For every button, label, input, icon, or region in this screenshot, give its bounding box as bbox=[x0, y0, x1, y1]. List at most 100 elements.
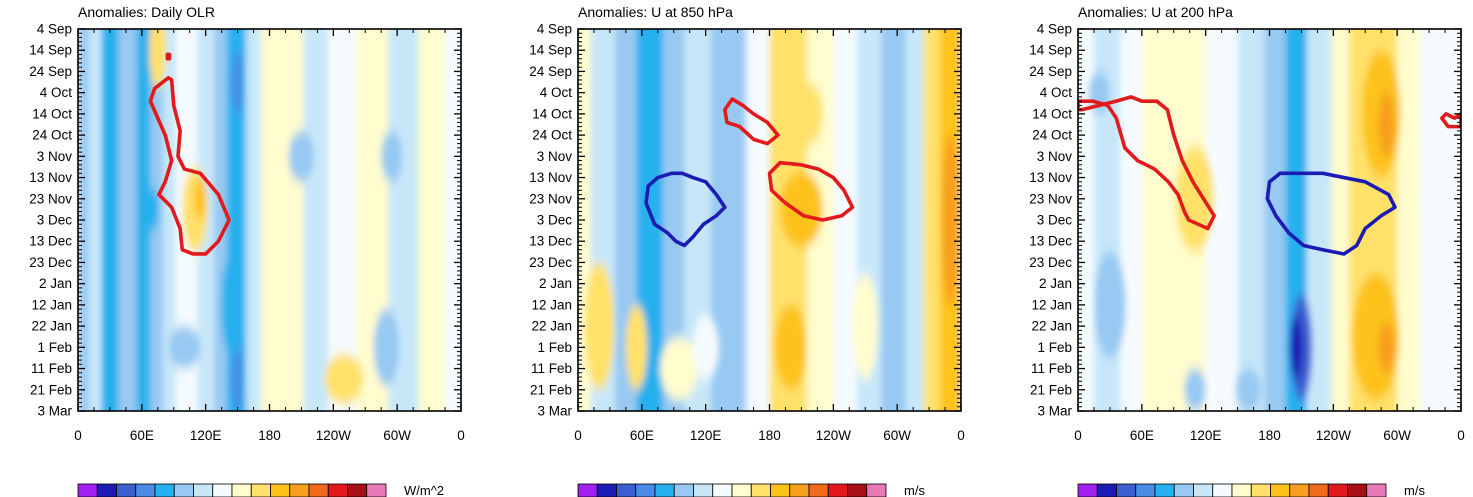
colorbar-swatch bbox=[635, 483, 656, 497]
y-tick-label: 3 Dec bbox=[1037, 213, 1073, 228]
colorbar: -6-4-20246m/s bbox=[1077, 483, 1425, 497]
y-tick-label: 3 Dec bbox=[37, 213, 73, 228]
y-tick-label: 13 Nov bbox=[529, 170, 572, 185]
y-tick-label: 22 Jan bbox=[531, 319, 572, 334]
y-tick-label: 22 Jan bbox=[31, 319, 72, 334]
colorbar-swatch bbox=[308, 483, 329, 497]
y-tick-label: 4 Oct bbox=[540, 85, 573, 100]
colorbar-swatch bbox=[327, 483, 348, 497]
field-blob bbox=[168, 326, 201, 369]
y-tick-label: 11 Feb bbox=[31, 361, 72, 376]
plot-area bbox=[578, 29, 961, 411]
field-band bbox=[260, 29, 281, 411]
y-tick-label: 3 Nov bbox=[37, 149, 73, 164]
y-tick-label: 13 Dec bbox=[1029, 234, 1072, 249]
y-tick-label: 14 Sep bbox=[529, 43, 572, 58]
colorbar-swatch bbox=[808, 483, 829, 497]
y-tick-label: 1 Feb bbox=[37, 340, 72, 355]
contour-layer bbox=[150, 54, 229, 253]
x-tick-label: 180 bbox=[758, 428, 781, 443]
colorbar-swatch bbox=[827, 483, 848, 497]
field-band bbox=[923, 29, 941, 411]
field-band bbox=[214, 29, 228, 411]
panel-title: Anomalies: U at 850 hPa bbox=[578, 4, 733, 20]
field-band bbox=[1141, 29, 1175, 411]
colorbar-units: m/s bbox=[904, 483, 925, 497]
x-tick-label: 60E bbox=[130, 428, 154, 443]
y-tick-label: 3 Nov bbox=[1037, 149, 1073, 164]
colorbar-swatch bbox=[270, 483, 291, 497]
composite-contour bbox=[1078, 97, 1214, 229]
x-tick-label: 180 bbox=[1258, 428, 1281, 443]
x-axis: 0 60E 120E 180 120W 60W 0 bbox=[574, 29, 965, 443]
y-tick-label: 21 Feb bbox=[530, 382, 572, 397]
y-tick-label: 3 Mar bbox=[537, 404, 572, 419]
field-blob bbox=[852, 273, 879, 380]
y-tick-label: 24 Sep bbox=[529, 64, 572, 79]
colorbar-swatch bbox=[750, 483, 771, 497]
field-blob bbox=[774, 304, 807, 390]
colorbar-swatch bbox=[731, 483, 752, 497]
field-band bbox=[663, 29, 686, 411]
composite-contour bbox=[167, 54, 169, 58]
y-tick-label: 11 Feb bbox=[1031, 361, 1072, 376]
y-tick-label: 13 Nov bbox=[1029, 170, 1072, 185]
y-tick-label: 23 Dec bbox=[1029, 255, 1072, 270]
colorbar-swatch bbox=[596, 483, 617, 497]
colorbar-swatch bbox=[1096, 483, 1117, 497]
y-tick-label: 23 Dec bbox=[529, 255, 572, 270]
plot-area bbox=[1078, 29, 1461, 411]
field-band bbox=[1397, 29, 1422, 411]
y-tick-label: 13 Dec bbox=[29, 234, 72, 249]
y-tick-label: 23 Dec bbox=[29, 255, 72, 270]
y-tick-label: 4 Oct bbox=[1040, 85, 1073, 100]
field-blob bbox=[584, 262, 615, 390]
colorbar-swatch bbox=[1308, 483, 1329, 497]
y-tick-label: 14 Oct bbox=[32, 106, 72, 121]
x-tick-label: 120E bbox=[190, 428, 222, 443]
colorbar-swatch bbox=[712, 483, 733, 497]
field-band bbox=[746, 29, 771, 411]
colorbar-units: m/s bbox=[1404, 483, 1425, 497]
heatmap-field bbox=[78, 29, 461, 411]
colorbar-swatch bbox=[654, 483, 675, 497]
field-band bbox=[1264, 29, 1287, 411]
field-blob bbox=[373, 309, 400, 386]
colorbar-swatch bbox=[693, 483, 714, 497]
field-blob bbox=[625, 304, 648, 390]
field-band bbox=[881, 29, 907, 411]
x-tick-label: 120E bbox=[690, 428, 722, 443]
field-blob bbox=[1093, 251, 1126, 358]
y-axis: 4 Sep 14 Sep 24 Sep 4 Oct 14 Oct 24 Oct 3 Nov 1… bbox=[1029, 22, 1461, 419]
colorbar-swatch bbox=[1077, 483, 1098, 497]
panel-title: Anomalies: U at 200 hPa bbox=[1078, 4, 1233, 20]
field-band bbox=[163, 29, 177, 411]
field-blob bbox=[790, 82, 823, 146]
y-tick-label: 22 Jan bbox=[1031, 319, 1072, 334]
colorbar-swatch bbox=[1347, 483, 1368, 497]
colorbar-swatch bbox=[366, 483, 387, 497]
colorbar-swatch bbox=[289, 483, 310, 497]
contour-layer bbox=[646, 99, 852, 245]
y-tick-label: 12 Jan bbox=[531, 297, 572, 312]
colorbar-swatch bbox=[193, 483, 214, 497]
colorbar-swatch bbox=[847, 483, 868, 497]
y-tick-label: 14 Oct bbox=[532, 106, 572, 121]
colorbar-swatch bbox=[1116, 483, 1137, 497]
x-tick-label: 120W bbox=[316, 428, 352, 443]
x-tick-label: 180 bbox=[258, 428, 281, 443]
y-tick-label: 24 Sep bbox=[29, 64, 72, 79]
y-tick-label: 13 Dec bbox=[529, 234, 572, 249]
x-tick-label: 60E bbox=[630, 428, 654, 443]
field-blob bbox=[1289, 315, 1303, 380]
y-tick-label: 4 Oct bbox=[40, 85, 73, 100]
panel-title: Anomalies: Daily OLR bbox=[78, 4, 215, 20]
field-band bbox=[118, 29, 138, 411]
field-band bbox=[246, 29, 262, 411]
x-tick-label: 120W bbox=[816, 428, 852, 443]
field-band bbox=[905, 29, 925, 411]
plot-area bbox=[78, 29, 461, 411]
colorbar-swatch bbox=[1366, 483, 1387, 497]
colorbar-swatch bbox=[347, 483, 368, 497]
